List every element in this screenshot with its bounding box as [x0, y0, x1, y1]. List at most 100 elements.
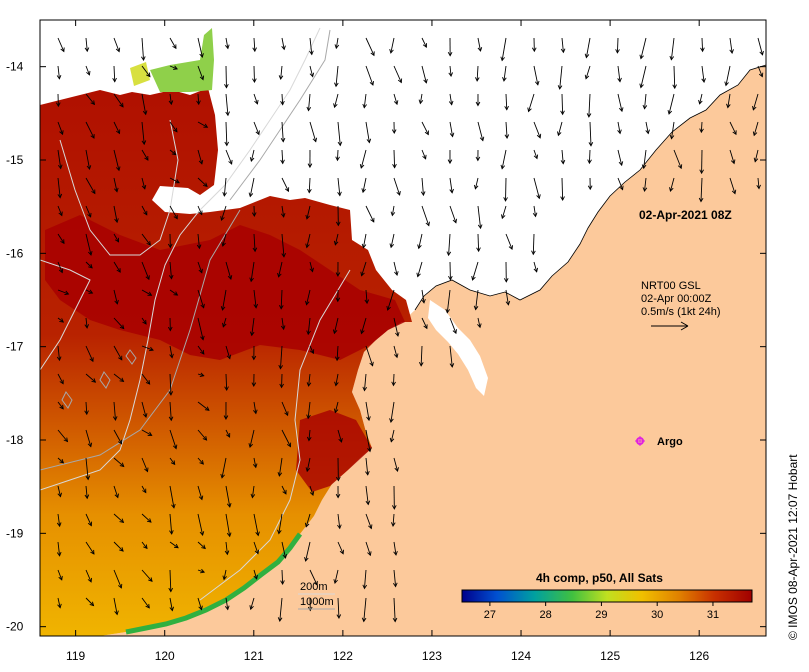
current-vector — [306, 289, 311, 305]
current-vector-head — [759, 50, 764, 56]
current-vector — [477, 205, 482, 229]
current-vector-head — [284, 187, 290, 193]
current-vector-head — [503, 197, 508, 202]
current-vector — [141, 65, 151, 77]
current-vector-head — [59, 130, 64, 136]
current-vector — [280, 345, 283, 369]
current-vector-head — [84, 410, 89, 416]
current-vector — [421, 37, 427, 48]
current-vector-head — [756, 184, 761, 190]
current-vector — [197, 541, 206, 549]
current-vector — [617, 121, 621, 134]
current-vector-head — [222, 575, 227, 581]
current-vector-head — [147, 291, 153, 296]
current-vector-head — [141, 56, 146, 62]
current-vector-head — [446, 251, 452, 257]
current-vector-head — [334, 44, 340, 50]
current-vector — [197, 513, 204, 536]
current-vector-head — [196, 244, 202, 250]
current-vector — [197, 597, 202, 610]
current-vector — [337, 541, 344, 554]
current-vector — [141, 93, 147, 115]
current-vector — [169, 401, 172, 421]
current-vector-head — [618, 107, 624, 113]
current-vector-head — [309, 349, 315, 355]
current-vector-head — [200, 303, 205, 309]
current-vector-head — [424, 130, 429, 136]
current-vector — [141, 513, 152, 523]
current-vector-head — [334, 82, 339, 88]
current-vector-head — [119, 377, 125, 383]
current-vector-head — [362, 584, 368, 590]
current-vector — [225, 429, 231, 438]
current-vector-head — [334, 356, 340, 362]
current-vector-head — [204, 406, 210, 411]
current-vector — [533, 65, 539, 85]
current-vector — [585, 37, 591, 58]
current-vector — [448, 233, 451, 256]
current-vector — [251, 317, 255, 336]
current-vector-head — [335, 221, 341, 227]
current-vector — [727, 93, 731, 108]
current-vector-head — [339, 549, 344, 555]
current-vector — [393, 345, 398, 358]
lat-tick-label: -17 — [6, 340, 24, 354]
current-vector-head — [617, 77, 622, 83]
current-vector — [337, 121, 341, 146]
current-vector — [141, 317, 147, 325]
current-vector — [334, 233, 339, 245]
current-vector — [113, 121, 120, 134]
current-vector-head — [168, 274, 174, 280]
current-vector-head — [337, 141, 343, 147]
current-vector-head — [141, 184, 147, 190]
current-vector-head — [249, 157, 255, 162]
current-vector-head — [536, 194, 541, 200]
current-vector — [169, 65, 178, 70]
current-vector — [225, 93, 229, 116]
argo-float-marker[interactable] — [635, 436, 645, 446]
current-vector — [616, 37, 619, 53]
current-vector — [640, 37, 647, 59]
current-vector — [337, 429, 342, 443]
current-vector-head — [724, 81, 729, 87]
current-vector-head — [390, 211, 396, 217]
current-vector — [225, 37, 229, 49]
current-vector — [754, 149, 759, 162]
current-vector — [503, 65, 507, 82]
current-vector-head — [306, 414, 311, 420]
current-vector — [533, 149, 538, 159]
current-vector-head — [448, 275, 453, 281]
current-vector — [169, 149, 177, 155]
current-vector — [670, 37, 675, 60]
current-vector-head — [254, 549, 260, 555]
colorbar-ticks: 27 28 29 30 31 — [484, 602, 719, 621]
current-vector — [308, 373, 311, 387]
current-vector-head — [420, 191, 426, 197]
current-vector-head — [368, 524, 373, 530]
current-vector-head — [89, 601, 95, 607]
current-vector — [393, 177, 401, 196]
current-vector — [197, 121, 208, 128]
current-vector-head — [200, 349, 205, 355]
current-vector-head — [699, 128, 704, 134]
current-vector-head — [752, 105, 757, 111]
current-vector-head — [338, 437, 343, 443]
current-vector — [197, 289, 205, 308]
current-vector-head — [172, 444, 178, 450]
current-vector — [585, 65, 591, 79]
current-vector-head — [508, 245, 513, 251]
current-vector-head — [286, 442, 292, 448]
current-vector — [253, 457, 257, 468]
current-vector — [57, 513, 61, 527]
current-vector-head — [732, 130, 737, 136]
current-vector-head — [758, 72, 764, 78]
current-vector-head — [471, 275, 476, 281]
current-vector — [390, 37, 395, 54]
current-vector-head — [91, 189, 96, 195]
current-vector — [141, 289, 152, 296]
current-vector-head — [169, 530, 174, 535]
current-vector-head — [309, 267, 314, 273]
current-vector — [449, 93, 453, 105]
current-vector-head — [169, 353, 174, 359]
current-vector-head — [277, 529, 282, 535]
